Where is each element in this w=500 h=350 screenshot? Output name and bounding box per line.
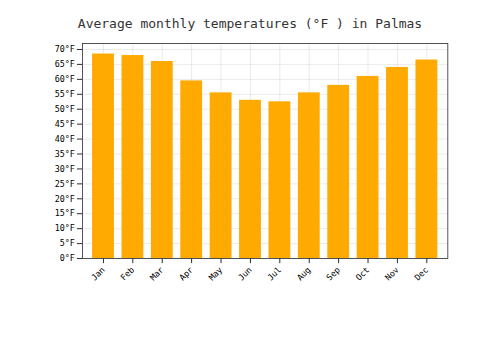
svg-text:Jul: Jul	[265, 265, 283, 283]
svg-text:Mar: Mar	[148, 265, 166, 283]
svg-text:Aug: Aug	[295, 265, 313, 283]
svg-text:45°F: 45°F	[55, 119, 75, 129]
svg-text:May: May	[207, 265, 225, 283]
svg-text:55°F: 55°F	[55, 89, 75, 99]
svg-text:5°F: 5°F	[60, 238, 75, 248]
svg-text:20°F: 20°F	[55, 193, 75, 203]
svg-text:Jan: Jan	[89, 265, 107, 283]
svg-text:70°F: 70°F	[55, 44, 75, 54]
svg-text:25°F: 25°F	[55, 179, 75, 189]
svg-text:30°F: 30°F	[55, 164, 75, 174]
svg-text:Nov: Nov	[383, 265, 401, 283]
svg-text:15°F: 15°F	[55, 208, 75, 218]
svg-text:Feb: Feb	[118, 265, 136, 283]
svg-text:Oct: Oct	[354, 265, 372, 283]
svg-text:Jun: Jun	[236, 265, 254, 283]
svg-text:65°F: 65°F	[55, 59, 75, 69]
svg-text:60°F: 60°F	[55, 74, 75, 84]
svg-text:50°F: 50°F	[55, 104, 75, 114]
html-text:Average monthly temperatures (: Average monthly temperatures (°F ) in Pa…	[77, 16, 423, 31]
svg-text:35°F: 35°F	[55, 149, 75, 159]
svg-text:10°F: 10°F	[55, 223, 75, 233]
svg-text:Sep: Sep	[324, 265, 342, 283]
svg-text:Dec: Dec	[412, 265, 430, 283]
svg-text:40°F: 40°F	[55, 134, 75, 144]
svg-text:0°F: 0°F	[60, 253, 75, 263]
svg-text:Apr: Apr	[177, 265, 195, 283]
